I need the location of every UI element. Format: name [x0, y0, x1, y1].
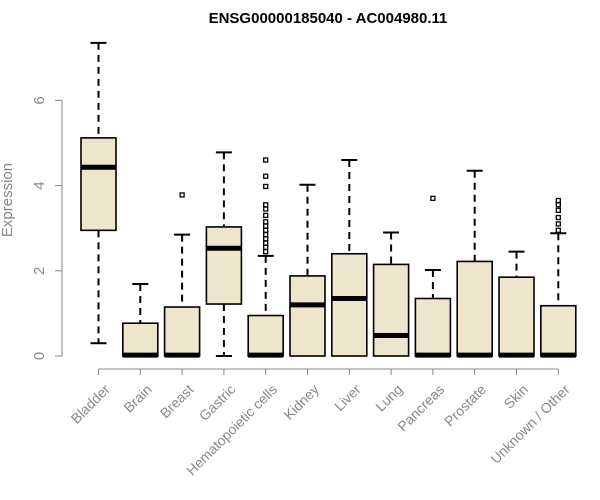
outlier-point [263, 231, 269, 238]
box-group [163, 192, 201, 358]
box [539, 304, 577, 357]
outlier-point [263, 219, 269, 225]
x-tick-label: Lung [372, 381, 405, 414]
outlier-point [555, 214, 561, 221]
box [414, 297, 452, 357]
box-group [289, 183, 326, 357]
box-group [247, 157, 284, 358]
box-group [498, 250, 535, 358]
outlier-point [263, 183, 269, 190]
y-axis-label: Expression [0, 163, 16, 237]
outlier-point [263, 206, 269, 212]
outlier-point [263, 248, 269, 255]
outlier-point [430, 195, 436, 202]
x-tick-label: Bladder [68, 381, 114, 427]
box-group [330, 159, 368, 357]
boxes [80, 41, 577, 358]
outlier-point [263, 227, 269, 233]
outlier-point [555, 221, 561, 227]
outlier-point [179, 192, 185, 198]
y-ticks: 0 2 4 6 [31, 96, 62, 360]
outlier-point [263, 244, 269, 251]
box [163, 306, 201, 357]
y-tick-label: 0 [31, 352, 48, 360]
x-tick-label: Skin [500, 381, 531, 412]
y-tick-label: 6 [31, 96, 48, 104]
y-tick-label: 2 [31, 267, 48, 275]
box [80, 137, 117, 232]
chart-title: ENSG00000185040 - AC004980.11 [209, 10, 448, 27]
outlier-point [263, 236, 269, 242]
x-tick-label: Prostate [441, 381, 489, 429]
box [330, 252, 368, 357]
box-group [539, 197, 577, 358]
outlier-point [263, 173, 269, 179]
x-tick-label: Kidney [280, 381, 322, 423]
outlier-point [263, 202, 269, 208]
outlier-point [555, 207, 561, 213]
outlier-point [555, 197, 561, 204]
x-tick-label: Unknown / Other [487, 381, 573, 467]
outlier-point [263, 223, 269, 229]
box-group [205, 151, 243, 357]
box [122, 322, 159, 357]
x-tick-label: Liver [331, 381, 364, 414]
x-tick-label: Breast [157, 381, 197, 421]
box-group [122, 283, 159, 358]
box [205, 226, 243, 305]
x-tick-label: Brain [120, 381, 154, 415]
outlier-point [263, 157, 269, 163]
outlier-point [555, 202, 561, 208]
box [289, 275, 326, 357]
outlier-point [263, 212, 269, 219]
box [247, 314, 284, 357]
box-group [456, 169, 494, 358]
outlier-point [555, 227, 561, 233]
box [456, 260, 494, 357]
y-tick-label: 4 [31, 181, 48, 189]
box-group [372, 231, 410, 357]
outlier-point [263, 240, 269, 246]
box-group [414, 195, 452, 358]
box-group [80, 41, 117, 345]
box [498, 276, 535, 357]
box [372, 263, 410, 357]
